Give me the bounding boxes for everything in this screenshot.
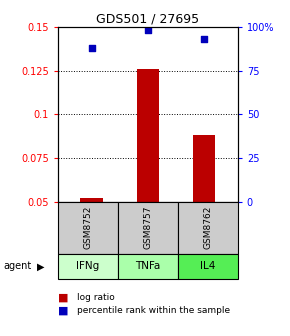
- Point: [89, 45, 94, 50]
- Title: GDS501 / 27695: GDS501 / 27695: [96, 13, 200, 26]
- Text: ■: ■: [58, 306, 68, 316]
- Text: GSM8762: GSM8762: [203, 206, 212, 249]
- Bar: [80, 198, 103, 202]
- Text: ▶: ▶: [37, 261, 44, 271]
- Text: GSM8752: GSM8752: [84, 206, 93, 249]
- Text: IL4: IL4: [200, 261, 215, 271]
- Text: log ratio: log ratio: [77, 293, 115, 302]
- Text: IFNg: IFNg: [76, 261, 99, 271]
- Text: TNFa: TNFa: [135, 261, 161, 271]
- Bar: [193, 135, 215, 202]
- Text: agent: agent: [3, 261, 31, 271]
- Point: [146, 28, 150, 33]
- Text: percentile rank within the sample: percentile rank within the sample: [77, 306, 230, 315]
- Text: ■: ■: [58, 292, 68, 302]
- Point: [202, 36, 206, 42]
- Text: GSM8757: GSM8757: [143, 206, 153, 249]
- Bar: [137, 69, 159, 202]
